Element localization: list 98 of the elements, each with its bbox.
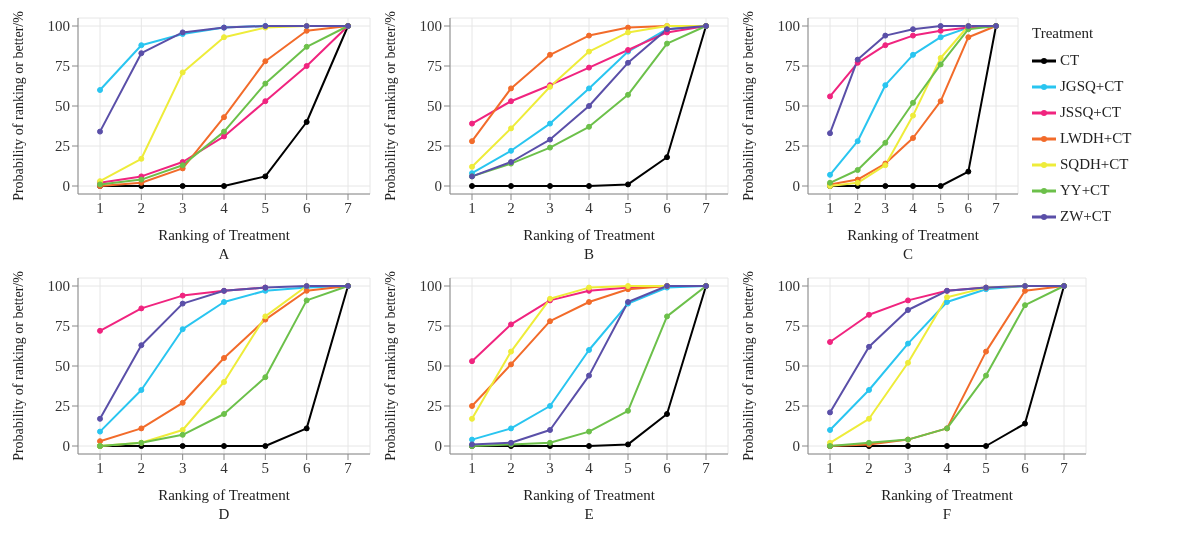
x-tick-label: 5 [936, 199, 945, 216]
legend-label: CT [1060, 52, 1080, 69]
x-tick-label: 3 [546, 199, 554, 216]
y-tick-label: 75 [55, 58, 70, 75]
text: E [583, 506, 595, 524]
text: F [941, 506, 953, 524]
x-axis-title: Ranking of Treatment [523, 227, 656, 243]
x-tick-label: 4 [585, 459, 594, 476]
legend-label: ZW+CT [1060, 208, 1111, 225]
y-tick-label: 0 [62, 438, 70, 455]
y-tick-label: 25 [785, 138, 800, 155]
x-tick-label: 3 [178, 459, 187, 476]
x-tick-label: 5 [982, 459, 990, 476]
x-tick-label: 1 [96, 199, 104, 216]
x-tick-label: 1 [468, 459, 476, 476]
y-tick-label: 100 [47, 18, 70, 35]
x-tick-label: 7 [1060, 459, 1069, 476]
y-tick-label: 50 [785, 98, 800, 115]
x-tick-label: 7 [344, 459, 353, 476]
x-tick-label: 1 [826, 199, 834, 216]
x-tick-label: 3 [546, 459, 554, 476]
y-axis-title: Probability of ranking or better/% [740, 10, 756, 201]
x-axis-title: Ranking of Treatment [158, 227, 291, 243]
x-axis-title: Ranking of Treatment [158, 487, 291, 503]
x-tick-label: 2 [137, 459, 146, 476]
x-tick-label: 2 [853, 199, 862, 216]
legend-label: SQDH+CT [1060, 156, 1129, 173]
y-tick-label: 100 [419, 278, 442, 295]
y-axis-title: Probability of ranking or better/% [10, 10, 26, 201]
x-tick-label: 3 [178, 199, 187, 216]
y-tick-label: 100 [777, 278, 800, 295]
y-tick-label: 50 [55, 358, 70, 375]
x-tick-label: 7 [992, 199, 1001, 216]
x-tick-label: 7 [702, 199, 711, 216]
x-axis-title: Ranking of Treatment [881, 487, 1014, 503]
x-tick-label: 2 [137, 199, 146, 216]
y-tick-label: 25 [785, 398, 800, 415]
y-tick-label: 25 [427, 398, 442, 415]
y-tick-label: 50 [785, 358, 800, 375]
y-tick-label: 25 [55, 398, 70, 415]
y-tick-label: 0 [434, 438, 442, 455]
x-axis-title: Ranking of Treatment [847, 227, 980, 243]
y-tick-label: 75 [785, 58, 800, 75]
x-tick-label: 6 [1021, 459, 1030, 476]
y-axis-title: Probability of ranking or better/% [382, 10, 398, 201]
legend-title: Treatment [1032, 24, 1095, 42]
text: D [217, 506, 231, 524]
x-tick-label: 2 [507, 199, 515, 216]
y-tick-label: 50 [427, 358, 442, 375]
y-tick-label: 0 [792, 438, 800, 455]
x-tick-label: 7 [344, 199, 353, 216]
y-tick-label: 0 [792, 178, 800, 195]
x-tick-label: 5 [624, 459, 632, 476]
x-tick-label: 6 [302, 199, 311, 216]
y-tick-label: 25 [55, 138, 70, 155]
y-tick-label: 25 [427, 138, 442, 155]
legend-label: LWDH+CT [1060, 130, 1132, 147]
x-tick-label: 6 [663, 459, 672, 476]
legend-label: YY+CT [1060, 182, 1110, 199]
x-tick-label: 4 [943, 459, 952, 476]
y-tick-label: 75 [427, 318, 442, 335]
x-tick-label: 3 [881, 199, 890, 216]
y-tick-label: 50 [427, 98, 442, 115]
y-tick-label: 100 [777, 18, 800, 35]
y-axis-title: Probability of ranking or better/% [740, 270, 756, 461]
x-tick-label: 1 [468, 199, 476, 216]
x-tick-label: 6 [663, 199, 672, 216]
y-tick-label: 75 [427, 58, 442, 75]
y-tick-label: 50 [55, 98, 70, 115]
x-tick-label: 5 [261, 459, 270, 476]
x-tick-label: 4 [909, 199, 918, 216]
x-tick-label: 4 [220, 199, 229, 216]
text: A [217, 246, 231, 264]
x-tick-label: 4 [220, 459, 229, 476]
legend-label: JGSQ+CT [1060, 78, 1124, 95]
y-tick-label: 100 [419, 18, 442, 35]
x-tick-label: 5 [624, 199, 632, 216]
x-tick-label: 7 [702, 459, 711, 476]
y-tick-label: 100 [47, 278, 70, 295]
x-tick-label: 2 [865, 459, 873, 476]
text: B [583, 246, 595, 264]
x-tick-label: 5 [261, 199, 270, 216]
x-tick-label: 1 [826, 459, 834, 476]
x-tick-label: 2 [507, 459, 515, 476]
y-axis-title: Probability of ranking or better/% [10, 270, 26, 461]
legend-label: JSSQ+CT [1060, 104, 1121, 121]
y-tick-label: 75 [55, 318, 70, 335]
y-tick-label: 0 [434, 178, 442, 195]
text: C [902, 246, 914, 264]
x-tick-label: 4 [585, 199, 594, 216]
x-tick-label: 1 [96, 459, 104, 476]
y-tick-label: 0 [62, 178, 70, 195]
x-tick-label: 3 [904, 459, 912, 476]
y-tick-label: 75 [785, 318, 800, 335]
x-axis-title: Ranking of Treatment [523, 487, 656, 503]
y-axis-title: Probability of ranking or better/% [382, 270, 398, 461]
x-tick-label: 6 [964, 199, 973, 216]
x-tick-label: 6 [302, 459, 311, 476]
